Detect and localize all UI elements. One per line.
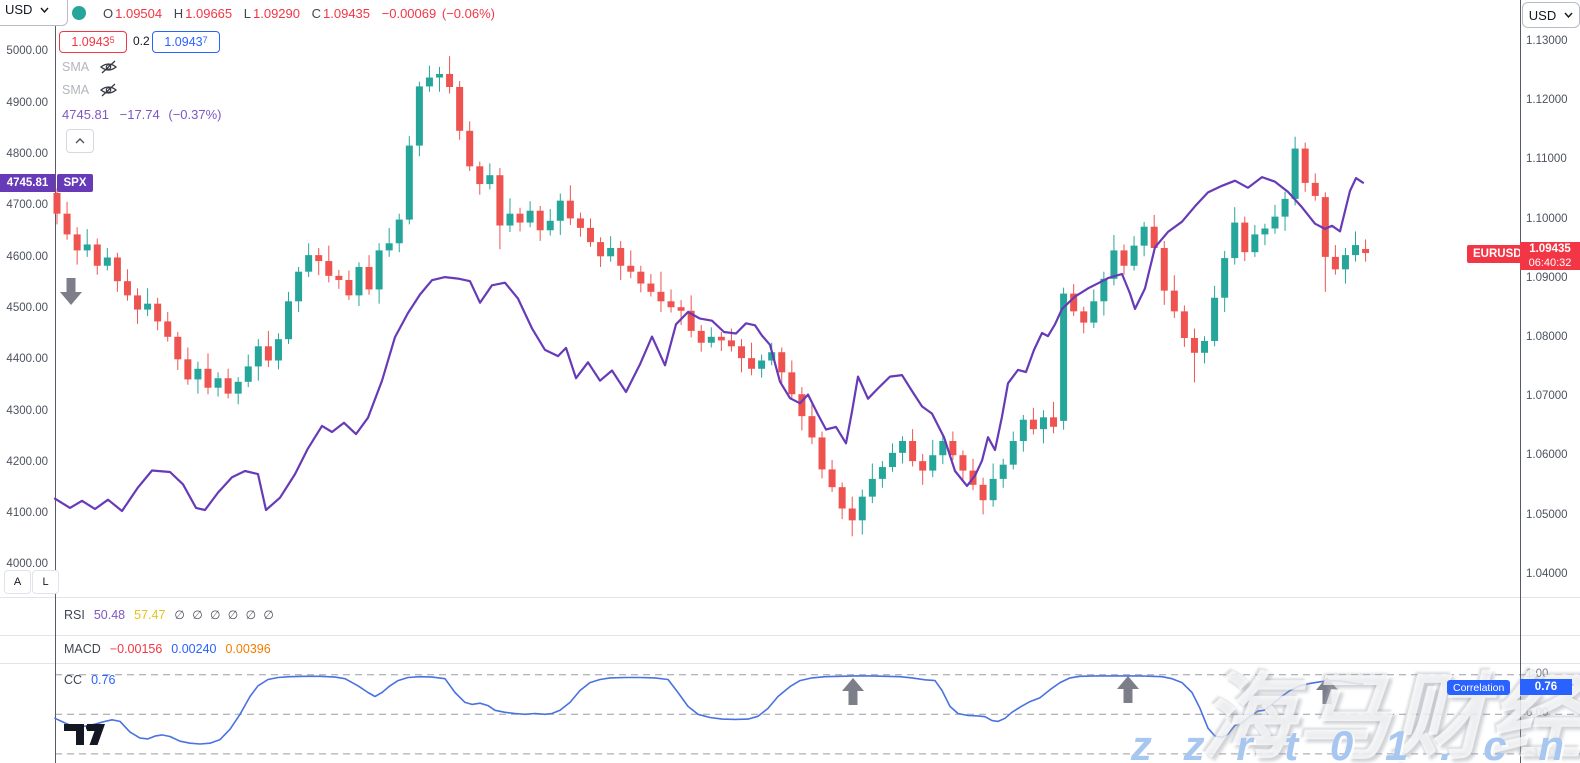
rsi-value-1: 50.48 — [93, 608, 126, 622]
cc-axis-tick: 0.00 — [1526, 707, 1549, 720]
rsi-label: RSI — [64, 608, 85, 622]
left-axis-tick: 5000.00 — [6, 45, 48, 58]
bar-countdown: 06:40:32 — [1528, 257, 1572, 269]
buy-button[interactable]: 1.0943 7 — [152, 31, 220, 53]
cc-axis-tick: −1.00 — [1526, 746, 1556, 759]
right-axis-tick: 1.07000 — [1526, 390, 1568, 403]
left-axis-tick: 4800.00 — [6, 148, 48, 160]
spx-value: 4745.81 — [62, 107, 109, 122]
ohlc-legend: O 1.09504 H 1.09665 L 1.09290 C 1.09435 −0.0… — [103, 6, 497, 21]
low-label: L — [243, 6, 251, 21]
right-axis-tick: 1.08000 — [1526, 331, 1568, 343]
right-axis-tick: 1.04000 — [1526, 567, 1568, 580]
chevron-up-icon — [75, 138, 85, 144]
right-axis-tick: 1.05000 — [1526, 508, 1568, 521]
macd-pane-header[interactable]: MACD −0.00156 0.00240 0.00396 — [64, 642, 271, 656]
left-currency-label: USD — [5, 2, 33, 17]
legend-collapse-button[interactable] — [66, 129, 94, 153]
eye-hidden-icon[interactable] — [99, 60, 118, 74]
correlation-line[interactable] — [54, 675, 1364, 745]
left-axis-tick: 4000.00 — [6, 558, 48, 571]
left-axis-tick: 4600.00 — [6, 250, 48, 263]
macd-label: MACD — [64, 642, 101, 656]
up-arrow-marker[interactable] — [1117, 676, 1139, 703]
close-label: C — [311, 6, 322, 21]
right-axis-tick: 1.10000 — [1526, 212, 1568, 225]
bid-sup-digit: 5 — [109, 35, 115, 45]
log-scale-button[interactable]: L — [32, 570, 59, 594]
auto-scale-button[interactable]: A — [4, 570, 31, 594]
right-axis-tick: 1.12000 — [1526, 94, 1568, 107]
right-axis-tick: 1.13000 — [1526, 35, 1568, 47]
left-currency-select[interactable]: USD — [0, 0, 68, 26]
bid-price: 1.0943 — [71, 35, 110, 49]
eurusd-symbol-badge: EURUSD — [1467, 245, 1528, 263]
eye-hidden-icon[interactable] — [99, 83, 118, 97]
macd-value-1: −0.00156 — [109, 642, 163, 656]
right-currency-select[interactable]: USD — [1522, 2, 1580, 28]
sell-button[interactable]: 1.0943 5 — [59, 31, 127, 53]
left-axis-tick: 4900.00 — [6, 96, 48, 109]
eurusd-candles — [53, 56, 1370, 537]
change-percent: (−0.06%) — [441, 6, 495, 21]
right-axis-tick: 1.06000 — [1526, 449, 1568, 462]
cc-pane-header[interactable]: CC 0.76 — [64, 673, 115, 687]
left-axis-tick: 4300.00 — [6, 404, 48, 417]
high-label: H — [173, 6, 184, 21]
rsi-value-2: 57.47 — [134, 608, 166, 622]
low-value: 1.09290 — [253, 6, 300, 21]
up-arrow-marker[interactable] — [842, 678, 864, 705]
chevron-down-icon — [40, 7, 49, 13]
cc-axis-tick: 1.00 — [1526, 667, 1549, 680]
change-value: −0.00069 — [381, 6, 437, 21]
eurusd-axis-price-label: 1.09435 06:40:32 — [1520, 242, 1580, 270]
rsi-hidden-values: ∅ ∅ ∅ ∅ ∅ ∅ — [174, 608, 276, 622]
up-arrow-marker[interactable] — [1316, 677, 1338, 704]
macd-value-2: 0.00240 — [171, 642, 217, 656]
market-status-dot[interactable] — [72, 6, 86, 20]
correlation-axis-value: 0.76 — [1520, 679, 1572, 695]
ask-sup-digit: 7 — [202, 35, 208, 45]
spx-change-percent: (−0.37%) — [168, 107, 222, 122]
correlation-badge: Correlation — [1447, 680, 1511, 695]
high-value: 1.09665 — [185, 6, 233, 21]
open-value: 1.09504 — [115, 6, 163, 21]
right-currency-label: USD — [1528, 7, 1557, 23]
sma-indicator-row-1[interactable]: SMA — [62, 60, 118, 74]
cc-value: 0.76 — [91, 673, 116, 687]
ask-price: 1.0943 — [164, 35, 203, 49]
left-axis-tick: 4100.00 — [6, 507, 48, 520]
rsi-pane-header[interactable]: RSI 50.48 57.47 ∅ ∅ ∅ ∅ ∅ ∅ — [64, 608, 276, 622]
sma-indicator-row-2[interactable]: SMA — [62, 83, 118, 97]
right-axis-tick: 1.09000 — [1526, 271, 1568, 284]
down-arrow-marker[interactable] — [60, 278, 82, 305]
open-label: O — [103, 6, 114, 21]
close-value: 1.09435 — [323, 6, 371, 21]
spx-change: −17.74 — [119, 107, 160, 122]
sma1-label: SMA — [62, 60, 90, 74]
spx-axis-price-label: 4745.81 — [0, 174, 55, 192]
tradingview-logo[interactable] — [64, 722, 106, 747]
sma2-label: SMA — [62, 83, 90, 97]
spx-legend-row: 4745.81 −17.74 (−0.37%) — [62, 107, 222, 122]
left-axis-tick: 4200.00 — [6, 455, 48, 468]
last-price: 1.09435 — [1529, 243, 1571, 255]
left-axis-tick: 4500.00 — [6, 301, 48, 314]
macd-value-3: 0.00396 — [225, 642, 271, 656]
chevron-down-icon — [1564, 12, 1573, 18]
left-axis-tick: 4700.00 — [6, 199, 48, 212]
spx-symbol-badge: SPX — [57, 174, 93, 192]
right-axis-tick: 1.11000 — [1526, 153, 1567, 166]
spread-value: 0.2 — [133, 34, 150, 48]
left-axis-tick: 4400.00 — [6, 353, 48, 366]
cc-label: CC — [64, 673, 83, 687]
spx-line[interactable] — [53, 176, 1365, 513]
